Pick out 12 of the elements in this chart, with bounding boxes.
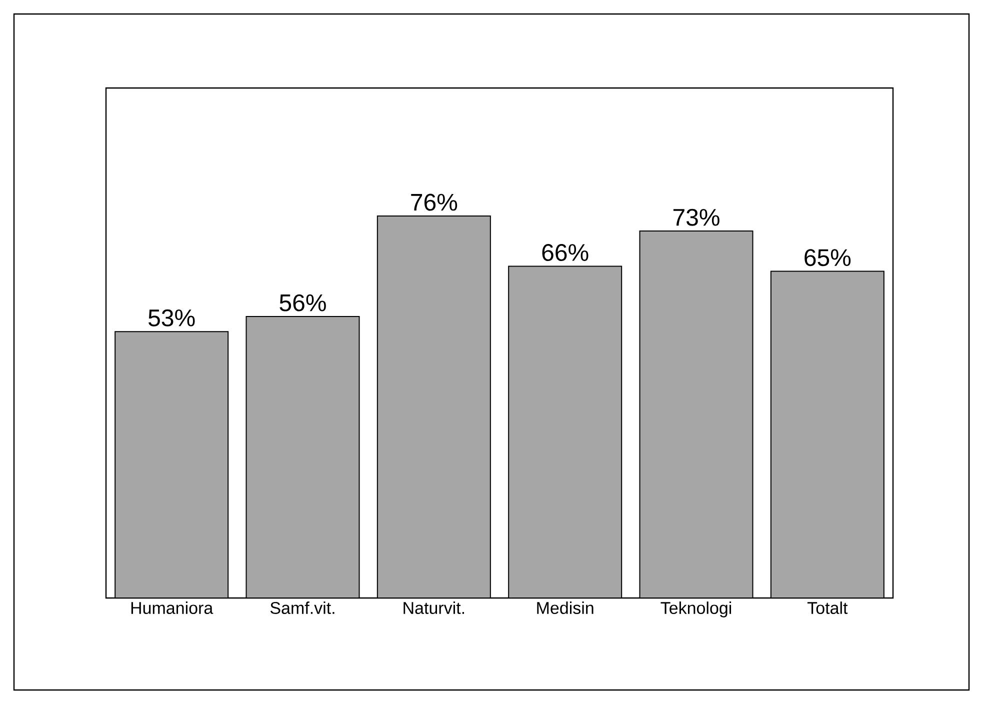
- data-label: 66%: [542, 244, 588, 262]
- x-tick-label: Humaniora: [131, 602, 214, 614]
- x-tick-label: Totalt: [807, 602, 848, 614]
- data-label: 56%: [280, 294, 326, 312]
- data-label: 76%: [411, 194, 458, 211]
- data-label: 65%: [804, 249, 851, 266]
- x-tick-label: Samf.vit.: [270, 602, 334, 614]
- x-tick-label: Medisin: [537, 602, 594, 614]
- data-label: 53%: [148, 309, 195, 326]
- x-tick-label: Naturvit.: [404, 602, 464, 614]
- data-label: 73%: [673, 208, 720, 226]
- x-tick-label: Teknologi: [660, 602, 732, 618]
